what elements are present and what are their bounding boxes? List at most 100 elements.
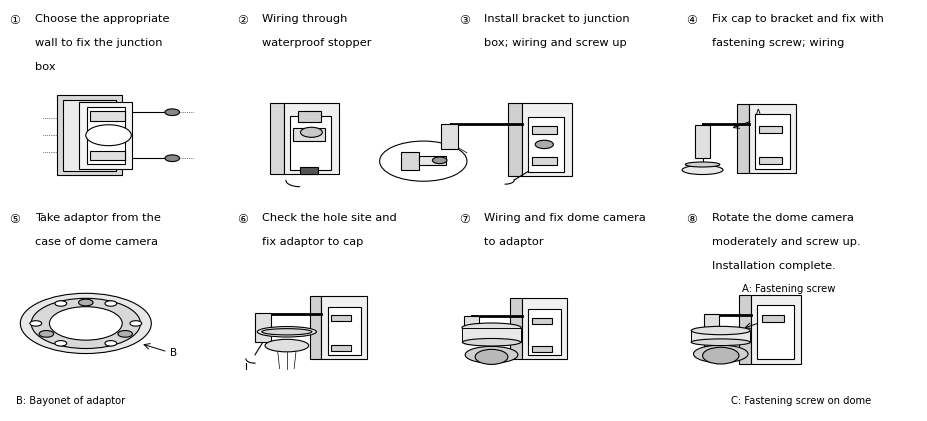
Circle shape <box>105 341 117 346</box>
Bar <box>464 316 478 344</box>
Circle shape <box>703 347 739 364</box>
Circle shape <box>432 157 447 164</box>
Text: Install bracket to junction: Install bracket to junction <box>484 14 629 24</box>
Text: Wiring through: Wiring through <box>262 14 348 24</box>
Bar <box>90 112 125 120</box>
Ellipse shape <box>685 162 720 167</box>
Bar <box>737 104 749 173</box>
Bar <box>293 128 325 141</box>
Text: fastening screw; wiring: fastening screw; wiring <box>712 38 844 48</box>
Text: Choose the appropriate: Choose the appropriate <box>35 14 170 24</box>
Bar <box>285 103 338 174</box>
Text: Installation complete.: Installation complete. <box>712 261 835 271</box>
Bar <box>756 115 790 169</box>
Bar <box>527 309 561 355</box>
Text: Take adaptor from the: Take adaptor from the <box>35 213 160 223</box>
Circle shape <box>130 321 142 326</box>
Text: A: A <box>756 109 762 119</box>
Text: to adaptor: to adaptor <box>484 237 544 247</box>
Text: Wiring and fix dome camera: Wiring and fix dome camera <box>484 213 646 223</box>
Bar <box>271 103 285 174</box>
Text: Rotate the dome camera: Rotate the dome camera <box>712 213 854 223</box>
Ellipse shape <box>682 165 723 175</box>
Ellipse shape <box>261 329 311 335</box>
Text: Fix cap to bracket and fix with: Fix cap to bracket and fix with <box>712 14 883 24</box>
Circle shape <box>39 330 54 337</box>
Text: B: Bayonet of adaptor: B: Bayonet of adaptor <box>16 396 125 406</box>
Text: ③: ③ <box>459 14 470 27</box>
Bar <box>705 314 719 354</box>
Circle shape <box>20 293 151 354</box>
Text: fix adaptor to cap: fix adaptor to cap <box>262 237 363 247</box>
Bar <box>522 298 567 359</box>
Ellipse shape <box>692 339 750 346</box>
Bar <box>691 330 750 342</box>
Text: moderately and screw up.: moderately and screw up. <box>712 237 860 247</box>
Text: A: Fastening screw: A: Fastening screw <box>743 284 835 294</box>
Text: box: box <box>35 62 56 72</box>
Bar <box>531 318 552 324</box>
Ellipse shape <box>693 345 748 363</box>
Circle shape <box>55 341 67 346</box>
Circle shape <box>49 306 122 340</box>
Bar <box>290 115 332 170</box>
Bar <box>759 125 781 133</box>
Bar <box>749 104 796 173</box>
Bar <box>63 100 116 171</box>
Circle shape <box>165 109 180 115</box>
Text: case of dome camera: case of dome camera <box>35 237 158 247</box>
Circle shape <box>79 299 93 306</box>
Bar <box>87 107 125 164</box>
Bar <box>322 296 367 359</box>
Text: ②: ② <box>236 14 248 27</box>
Circle shape <box>55 301 67 306</box>
Circle shape <box>105 301 117 306</box>
Bar <box>531 125 557 134</box>
Text: C: Fastening screw on dome: C: Fastening screw on dome <box>730 396 871 406</box>
Text: box; wiring and screw up: box; wiring and screw up <box>484 38 627 48</box>
Ellipse shape <box>462 323 521 332</box>
Bar <box>332 314 351 321</box>
Bar <box>57 96 122 175</box>
Bar <box>463 328 521 342</box>
Text: ⑤: ⑤ <box>9 213 20 226</box>
Text: ①: ① <box>9 14 20 27</box>
Bar <box>299 167 318 174</box>
Bar <box>531 157 557 165</box>
Circle shape <box>476 349 508 365</box>
Ellipse shape <box>463 338 521 346</box>
Bar <box>757 305 794 359</box>
Text: B: B <box>171 348 178 358</box>
Text: ⑥: ⑥ <box>236 213 248 226</box>
Ellipse shape <box>258 327 316 337</box>
Bar <box>80 102 133 169</box>
Bar <box>522 103 572 176</box>
Text: Check the hole site and: Check the hole site and <box>262 213 397 223</box>
Text: ⑦: ⑦ <box>459 213 470 226</box>
Bar <box>441 123 458 149</box>
Bar <box>508 103 522 176</box>
Bar <box>90 151 125 160</box>
Bar <box>739 295 751 364</box>
Bar <box>759 157 781 165</box>
Text: C: C <box>769 314 776 325</box>
Circle shape <box>380 141 467 181</box>
Bar <box>531 346 552 352</box>
Circle shape <box>300 127 323 137</box>
Circle shape <box>165 155 180 162</box>
Bar <box>310 296 322 359</box>
Bar <box>527 117 565 172</box>
Circle shape <box>535 140 553 149</box>
Bar <box>419 156 446 165</box>
Circle shape <box>32 298 140 349</box>
Bar <box>298 112 321 122</box>
Circle shape <box>30 321 42 326</box>
Circle shape <box>118 330 133 337</box>
Bar <box>695 125 710 158</box>
Text: ⑧: ⑧ <box>686 213 697 226</box>
Ellipse shape <box>265 339 309 352</box>
Bar <box>255 313 272 342</box>
Bar <box>762 314 784 322</box>
Ellipse shape <box>465 346 518 363</box>
Text: wall to fix the junction: wall to fix the junction <box>35 38 162 48</box>
